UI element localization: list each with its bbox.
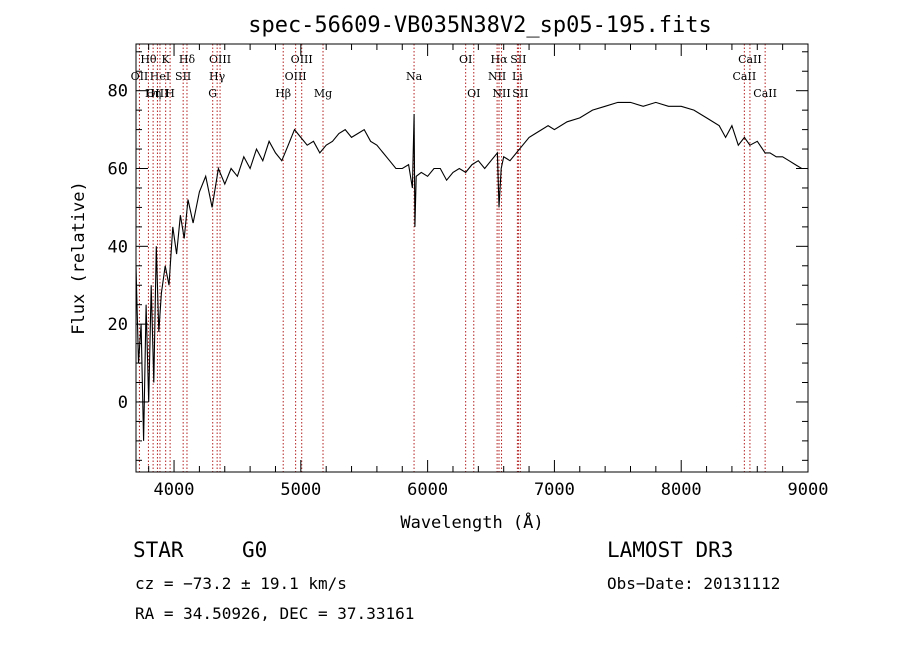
line-marker-label-3: OII — [131, 70, 149, 83]
y-tick-label-40: 40 — [108, 237, 128, 257]
line-marker-label-7: Hη — [145, 87, 161, 100]
obs-date-text: Obs−Date: 20131112 — [607, 574, 781, 593]
survey-name: LAMOST DR3 — [607, 538, 734, 562]
x-axis-label: Wavelength (Å) — [400, 511, 543, 533]
line-marker-label-15: Mg — [314, 87, 332, 100]
line-marker-label-20: SII — [510, 53, 526, 66]
line-marker-label-5: SII — [175, 70, 191, 83]
line-marker-label-12: OIII — [291, 53, 313, 66]
line-marker-label-8: H — [165, 87, 175, 100]
line-marker-label-25: CaII — [738, 53, 762, 66]
line-marker-label-1: K — [162, 53, 171, 66]
y-tick-label-0: 0 — [118, 393, 128, 413]
object-subclass: G0 — [242, 538, 268, 562]
spectrum-line — [136, 101, 808, 441]
x-tick-label-9000: 9000 — [788, 480, 829, 500]
plot-frame — [135, 43, 809, 473]
line-marker-label-24: SII — [512, 87, 528, 100]
line-marker-label-21: NII — [488, 70, 506, 83]
line-marker-label-22: Li — [512, 70, 523, 83]
line-marker-label-4: HeI — [150, 70, 170, 83]
y-tick-label-20: 20 — [108, 315, 128, 335]
line-marker-label-26: CaII — [733, 70, 757, 83]
y-axis-label: Flux (relative) — [69, 181, 89, 335]
x-tick-label-4000: 4000 — [154, 480, 195, 500]
object-class: STAR — [133, 538, 184, 562]
line-marker-label-11: G — [208, 87, 217, 100]
redshift-text: cz = −73.2 ± 19.1 km/s — [135, 574, 347, 593]
line-marker-label-16: Na — [406, 70, 423, 83]
y-tick-label-60: 60 — [108, 160, 128, 180]
chart-title: spec-56609-VB035N38V2_sp05-195.fits — [248, 13, 712, 38]
coordinates-text: RA = 34.50926, DEC = 37.33161 — [135, 604, 415, 623]
x-tick-label-8000: 8000 — [661, 480, 702, 500]
x-tick-label-5000: 5000 — [280, 480, 321, 500]
line-marker-label-10: Hγ — [209, 70, 226, 83]
y-tick-label-80: 80 — [108, 82, 128, 102]
x-tick-label-6000: 6000 — [407, 480, 448, 500]
line-marker-label-6: OIII — [146, 87, 168, 100]
x-tick-label-7000: 7000 — [534, 480, 575, 500]
line-marker-label-19: Hα — [490, 53, 508, 66]
line-marker-label-13: OIII — [285, 70, 307, 83]
line-marker-label-27: CaII — [753, 87, 777, 100]
line-marker-label-2: Hδ — [179, 53, 196, 66]
line-marker-label-14: Hβ — [275, 87, 291, 100]
line-marker-label-23: NII — [492, 87, 510, 100]
line-marker-label-9: OIII — [209, 53, 231, 66]
line-marker-label-18: OI — [467, 87, 480, 100]
line-marker-label-0: Hθ — [140, 53, 157, 66]
line-marker-label-17: OI — [459, 53, 472, 66]
